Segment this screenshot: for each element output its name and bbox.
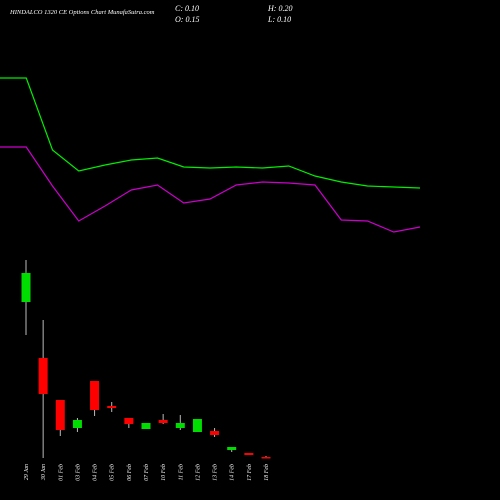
candle-body (107, 406, 117, 408)
x-tick-label: 01 Feb (58, 464, 64, 481)
summary-high: H: 0.20 (267, 4, 292, 13)
x-tick-label: 03 Feb (75, 464, 81, 481)
chart-title: HINDALCO 1320 CE Options Chart MunafaSut… (9, 9, 155, 16)
candle-body (244, 453, 254, 455)
x-tick-label: 30 Jan (41, 464, 47, 481)
candle-body (21, 273, 31, 302)
x-tick-label: 06 Feb (127, 464, 133, 481)
summary-open: O: 0.15 (175, 15, 199, 24)
x-tick-label: 13 Feb (213, 464, 219, 481)
summary-close: C: 0.10 (175, 4, 199, 13)
candle-body (55, 400, 65, 430)
line-series (0, 77, 421, 189)
x-tick-label: 18 Feb (264, 464, 270, 481)
x-tick-label: 07 Feb (144, 464, 150, 481)
x-tick-label: 12 Feb (195, 464, 201, 481)
candle-body (158, 420, 168, 423)
x-tick-label: 29 Jan (24, 464, 30, 480)
candle-body (192, 419, 202, 432)
candle-body (227, 447, 237, 450)
x-tick-label: 11 Feb (178, 464, 184, 480)
line-series (0, 146, 421, 233)
x-tick-label: 14 Feb (229, 464, 236, 481)
x-tick-label: 17 Feb (247, 464, 253, 481)
x-tick-label: 04 Feb (92, 464, 99, 481)
candle-body (38, 358, 48, 394)
candle-body (210, 431, 220, 435)
candle-body (124, 418, 134, 424)
x-tick-label: 10 Feb (161, 464, 167, 481)
candle-body (141, 423, 151, 429)
summary-low: L: 0.10 (267, 15, 291, 24)
candle-body (175, 423, 185, 428)
x-tick-label: 05 Feb (110, 464, 116, 481)
candle-body (90, 381, 100, 410)
candle-body (261, 457, 271, 459)
candle-body (72, 420, 82, 428)
